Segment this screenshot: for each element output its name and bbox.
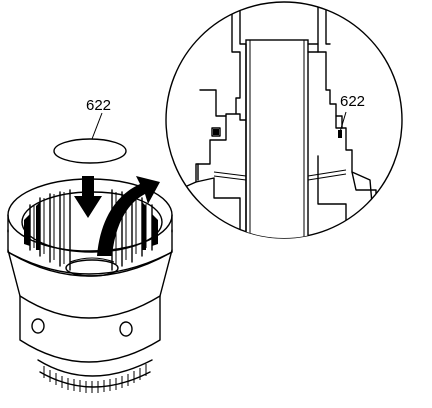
cross-section-detail (177, 2, 377, 238)
callout-label-right: 622 (340, 93, 365, 110)
callout-label-left: 622 (86, 97, 111, 114)
gear-teeth (37, 359, 153, 393)
leader-line (91, 112, 103, 140)
down-arrow-icon (74, 176, 102, 218)
curved-arrow-icon (97, 176, 160, 256)
leader-line (339, 111, 347, 133)
center-hub (65, 259, 119, 277)
side-hole (119, 321, 133, 337)
clutch-housing (7, 178, 173, 393)
snap-ring (53, 138, 127, 164)
side-hole (31, 318, 45, 334)
